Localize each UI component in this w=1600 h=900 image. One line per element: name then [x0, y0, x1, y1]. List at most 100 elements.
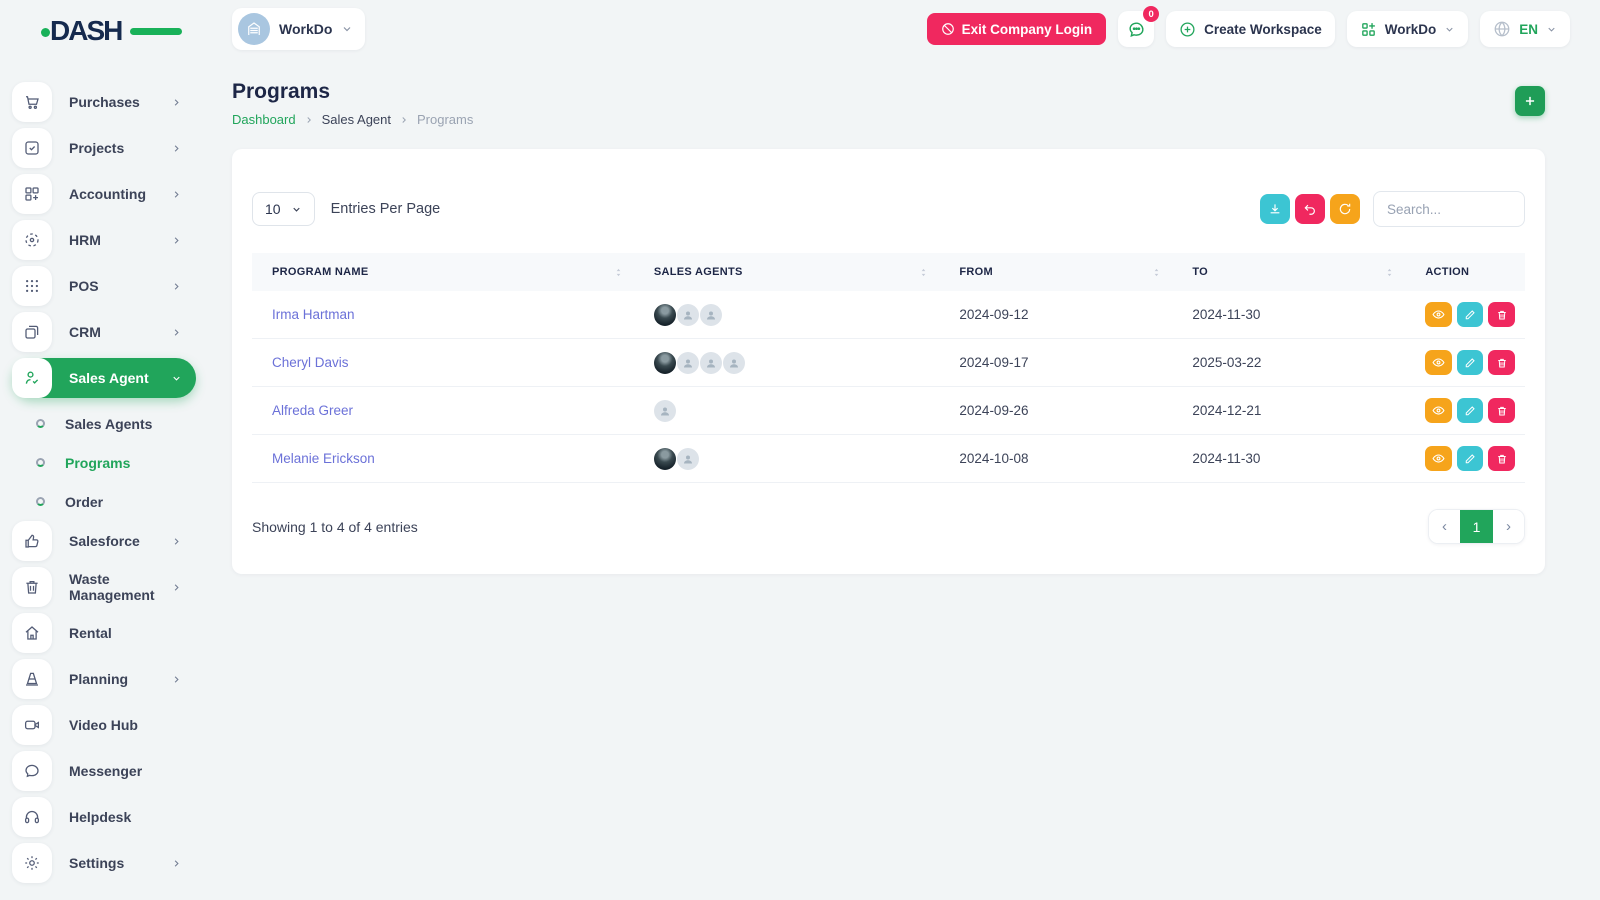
create-workspace-button[interactable]: Create Workspace	[1166, 11, 1335, 47]
pencil-icon	[1464, 405, 1476, 417]
chevron-right-icon	[171, 858, 182, 869]
refresh-button[interactable]	[1330, 194, 1360, 224]
edit-button[interactable]	[1456, 398, 1484, 423]
sort-icon	[1384, 267, 1395, 278]
sidebar-item-settings[interactable]: Settings	[12, 843, 196, 883]
entries-per-page-select[interactable]: 10	[252, 192, 315, 226]
breadcrumb-sales-agent[interactable]: Sales Agent	[321, 112, 391, 127]
sidebar-item-projects[interactable]: Projects	[12, 128, 196, 168]
delete-button[interactable]	[1488, 398, 1515, 423]
sidebar-item-sales-agent[interactable]: Sales Agent	[12, 358, 196, 398]
from-date: 2024-09-17	[939, 338, 1173, 387]
messages-button[interactable]: 0	[1118, 6, 1160, 47]
chevron-right-icon	[171, 281, 182, 292]
workdo-menu-button[interactable]: WorkDo	[1346, 11, 1469, 47]
pencil-icon	[1464, 357, 1476, 369]
sidebar-item-label: POS	[69, 278, 99, 294]
search-input[interactable]	[1373, 191, 1525, 227]
sidebar-item-hrm[interactable]: HRM	[12, 220, 196, 260]
edit-button[interactable]	[1456, 302, 1484, 327]
column-header-to[interactable]: TO	[1172, 253, 1406, 291]
table-row: Cheryl Davis 2024-09-17 2025-03-22	[252, 338, 1525, 387]
sidebar-item-planning[interactable]: Planning	[12, 659, 196, 699]
sidebar-subitem-programs[interactable]: Programs	[12, 443, 212, 482]
edit-button[interactable]	[1456, 350, 1484, 375]
logo-dash-bar	[130, 28, 182, 35]
sidebar-item-label: Salesforce	[69, 533, 140, 549]
sidebar-item-rental[interactable]: Rental	[12, 613, 196, 653]
sidebar-item-video-hub[interactable]: Video Hub	[12, 705, 196, 745]
sidebar-item-label: Projects	[69, 140, 125, 156]
home-icon	[12, 613, 52, 653]
chevron-right-icon	[171, 189, 182, 200]
view-button[interactable]	[1425, 302, 1452, 327]
program-name-link[interactable]: Alfreda Greer	[272, 403, 354, 418]
sidebar-item-purchases[interactable]: Purchases	[12, 82, 196, 122]
sidebar-item-accounting[interactable]: Accounting	[12, 174, 196, 214]
pagination-prev-button[interactable]: ‹	[1429, 510, 1460, 543]
chevron-down-icon	[341, 23, 353, 35]
delete-button[interactable]	[1488, 446, 1515, 471]
table-row: Alfreda Greer 2024-09-26 2024-12-21	[252, 386, 1525, 435]
app-logo[interactable]: DASH	[41, 15, 182, 47]
sidebar-item-label: Waste Management	[69, 571, 155, 603]
pagination-page-1[interactable]: 1	[1460, 510, 1493, 543]
delete-button[interactable]	[1488, 350, 1515, 375]
program-name-link[interactable]: Irma Hartman	[272, 307, 355, 322]
agent-avatars	[653, 399, 930, 422]
exit-company-login-button[interactable]: Exit Company Login	[926, 13, 1107, 45]
breadcrumb-dashboard[interactable]: Dashboard	[232, 112, 296, 127]
chevron-right-icon	[304, 115, 314, 125]
sidebar-item-messenger[interactable]: Messenger	[12, 751, 196, 791]
sort-icon	[918, 267, 929, 278]
programs-table: PROGRAM NAME SALES AGENTS FROM TO ACTION…	[252, 253, 1525, 483]
download-icon	[1268, 202, 1282, 216]
sidebar-item-helpdesk[interactable]: Helpdesk	[12, 797, 196, 837]
sidebar-item-label: Helpdesk	[69, 809, 132, 825]
sidebar-item-salesforce[interactable]: Salesforce	[12, 521, 196, 561]
chevron-right-icon	[171, 143, 182, 154]
plus-icon	[1523, 94, 1537, 108]
agent-check-icon	[12, 358, 52, 398]
column-header-sales-agents[interactable]: SALES AGENTS	[633, 253, 940, 291]
reset-button[interactable]	[1295, 194, 1325, 224]
breadcrumb-programs: Programs	[417, 112, 474, 127]
view-button[interactable]	[1425, 446, 1452, 471]
pagination-next-button[interactable]: ›	[1493, 510, 1524, 543]
headphones-icon	[12, 797, 52, 837]
undo-arrow-icon	[1303, 202, 1317, 216]
view-button[interactable]	[1425, 398, 1452, 423]
sidebar-item-pos[interactable]: POS	[12, 266, 196, 306]
copy-cards-icon	[12, 312, 52, 352]
program-name-link[interactable]: Melanie Erickson	[272, 451, 375, 466]
chat-bubble-icon	[1127, 20, 1146, 39]
add-program-button[interactable]	[1515, 86, 1545, 116]
sidebar-item-crm[interactable]: CRM	[12, 312, 196, 352]
check-square-icon	[12, 128, 52, 168]
agent-avatar-placeholder	[676, 351, 699, 374]
eye-icon	[1432, 452, 1445, 465]
export-button[interactable]	[1260, 194, 1290, 224]
agent-avatar-placeholder	[699, 303, 722, 326]
agent-avatar-placeholder	[676, 447, 699, 470]
column-header-program-name[interactable]: PROGRAM NAME	[252, 253, 634, 291]
column-header-from[interactable]: FROM	[939, 253, 1173, 291]
to-date: 2024-12-21	[1172, 386, 1406, 435]
pagination: ‹ 1 ›	[1428, 509, 1525, 544]
sidebar-item-waste-management[interactable]: Waste Management	[12, 567, 196, 607]
agent-avatar-photo	[653, 447, 676, 470]
chevron-right-icon	[171, 536, 182, 547]
sidebar-subitem-sales-agents[interactable]: Sales Agents	[12, 404, 212, 443]
sidebar-item-label: Messenger	[69, 763, 143, 779]
workspace-selector[interactable]: WorkDo	[232, 8, 366, 50]
cart-icon	[12, 82, 52, 122]
view-button[interactable]	[1425, 350, 1452, 375]
sidebar-item-label: Accounting	[69, 186, 146, 202]
delete-button[interactable]	[1488, 302, 1515, 327]
logo-dot	[41, 28, 50, 37]
edit-button[interactable]	[1456, 446, 1484, 471]
program-name-link[interactable]: Cheryl Davis	[272, 355, 349, 370]
language-selector[interactable]: EN	[1480, 11, 1570, 47]
entries-per-page-label: Entries Per Page	[330, 201, 441, 217]
sidebar-subitem-order[interactable]: Order	[12, 482, 212, 521]
